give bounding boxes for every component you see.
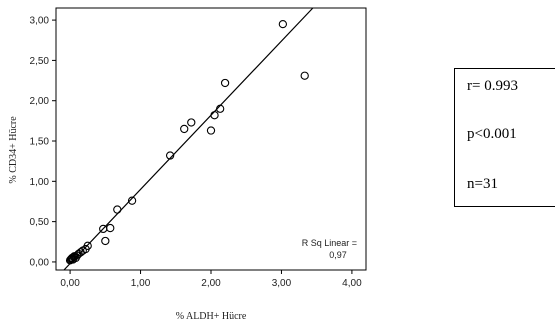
y-tick-label: 0,50 [30,217,50,228]
x-tick-label: 4,00 [342,278,362,289]
x-tick-label: 0,00 [60,278,80,289]
data-point [113,205,122,214]
data-point [127,196,137,205]
r-sq-value: 0,97 [329,250,347,260]
p-value: p<0.001 [467,126,517,142]
data-point [106,223,115,233]
y-tick-label: 1,50 [30,137,50,148]
data-points [65,19,309,265]
sample-size: n=31 [467,176,498,192]
statistics-box: r= 0.993 p<0.001 n=31 [454,68,555,207]
data-point [210,111,219,120]
y-tick-label: 2,50 [30,56,50,67]
data-point [83,241,92,250]
data-point [180,124,189,134]
data-point [300,71,309,80]
data-point [165,151,175,160]
x-tick-label: 2,00 [201,278,221,289]
y-tick-label: 2,00 [30,96,50,107]
y-tick-label: 0,00 [30,257,50,268]
x-tick-label: 1,00 [131,278,151,289]
y-tick-label: 3,00 [30,16,50,27]
y-tick-label: 1,00 [30,177,50,188]
axis-ticks: 0,00 1,00 2,00 3,00 4,00 0,00 0,50 1,00 1,50 2,00… [30,16,363,289]
plot-frame [55,7,367,271]
x-axis-title: % ALDH+ Hücre [176,311,247,322]
data-point [206,126,216,135]
data-point [101,236,110,246]
data-point [220,78,230,88]
y-axis-title: % CD34+ Hücre [8,116,19,184]
x-tick-label: 3,00 [272,278,292,289]
correlation-r: r= 0.993 [467,78,518,94]
data-point [278,19,288,29]
data-point [216,104,225,113]
r-sq-label: R Sq Linear = [302,238,357,248]
scatter-chart: 0,00 1,00 2,00 3,00 4,00 0,00 0,50 1,00 1,50 2,00… [8,7,367,322]
data-point [187,118,196,127]
